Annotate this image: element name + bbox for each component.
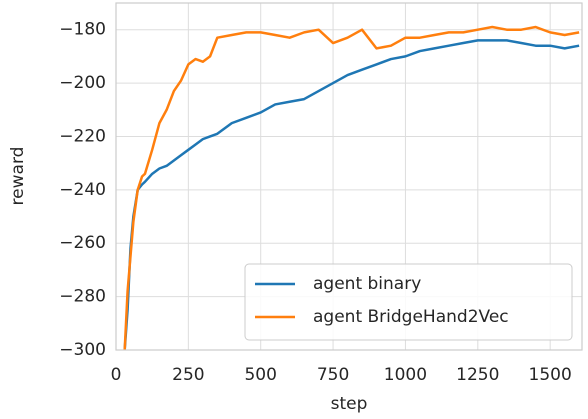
x-tick-label: 250 xyxy=(172,365,204,385)
y-tick-label: −300 xyxy=(59,340,106,360)
y-tick-label: −280 xyxy=(59,287,106,307)
x-tick-label: 0 xyxy=(111,365,122,385)
x-tick-label: 1500 xyxy=(529,365,572,385)
y-tick-label: −180 xyxy=(59,20,106,40)
x-axis-label: step xyxy=(331,394,368,414)
y-tick-label: −220 xyxy=(59,126,106,146)
y-tick-label: −260 xyxy=(59,233,106,253)
x-tick-label: 1000 xyxy=(384,365,427,385)
plot-border xyxy=(115,2,583,351)
line-series xyxy=(123,25,580,350)
line-series xyxy=(123,39,580,350)
x-tick-label: 1250 xyxy=(456,365,499,385)
legend-label: agent binary xyxy=(313,274,421,294)
x-tick-label: 750 xyxy=(317,365,349,385)
y-tick-label: −240 xyxy=(59,180,106,200)
y-axis-label: reward xyxy=(8,147,28,206)
legend-label: agent BridgeHand2Vec xyxy=(313,307,509,327)
legend-box xyxy=(244,263,573,341)
x-tick-label: 500 xyxy=(244,365,276,385)
y-tick-label: −200 xyxy=(59,73,106,93)
